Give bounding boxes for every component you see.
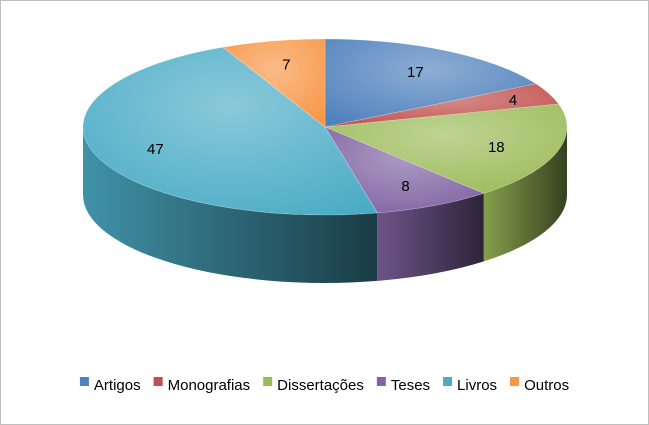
pie-side-teses [377, 193, 484, 281]
legend: Artigos Monografias Dissertações Teses Livro… [79, 377, 569, 394]
data-labels: 17 4 18 8 47 7 [147, 56, 517, 195]
pie-slices [82, 38, 568, 216]
legend-label-teses: Teses [391, 377, 430, 394]
pie-side-livros [83, 127, 378, 283]
legend-swatch-outros [510, 377, 520, 386]
pie-slice-teses[interactable] [324, 126, 485, 214]
legend-label-outros: Outros [524, 377, 569, 394]
legend-item-outros: Outros [510, 377, 569, 394]
legend-item-livros: Livros [443, 377, 497, 394]
data-label-livros: 47 [147, 141, 164, 158]
data-label-teses: 8 [401, 178, 409, 195]
pie-slice-artigos[interactable] [324, 38, 537, 128]
pie-slice-outros[interactable] [222, 38, 326, 128]
legend-label-artigos: Artigos [94, 377, 141, 394]
data-label-monografias: 4 [509, 92, 517, 109]
legend-item-artigos: Artigos [79, 377, 141, 394]
legend-item-teses: Teses [376, 377, 430, 394]
pie-slice-monografias[interactable] [324, 83, 560, 128]
legend-label-livros: Livros [457, 377, 497, 394]
pie-slice-livros[interactable] [82, 46, 378, 216]
legend-item-monografias: Monografias [153, 377, 251, 394]
data-label-dissertacoes: 18 [488, 139, 505, 156]
pie-slice-dissertacoes[interactable] [324, 103, 568, 194]
data-label-artigos: 17 [407, 64, 424, 81]
pie-side-dissertacoes [483, 127, 567, 262]
legend-swatch-dissertacoes [263, 377, 273, 386]
data-label-outros: 7 [282, 56, 290, 73]
legend-label-monografias: Monografias [168, 377, 251, 394]
pie-sides [83, 127, 567, 283]
legend-swatch-artigos [79, 377, 89, 386]
legend-item-dissertacoes: Dissertações [263, 377, 364, 394]
legend-swatch-livros [443, 377, 453, 386]
legend-label-dissertacoes: Dissertações [277, 377, 364, 394]
legend-swatch-teses [376, 377, 386, 386]
legend-swatch-monografias [153, 377, 163, 386]
